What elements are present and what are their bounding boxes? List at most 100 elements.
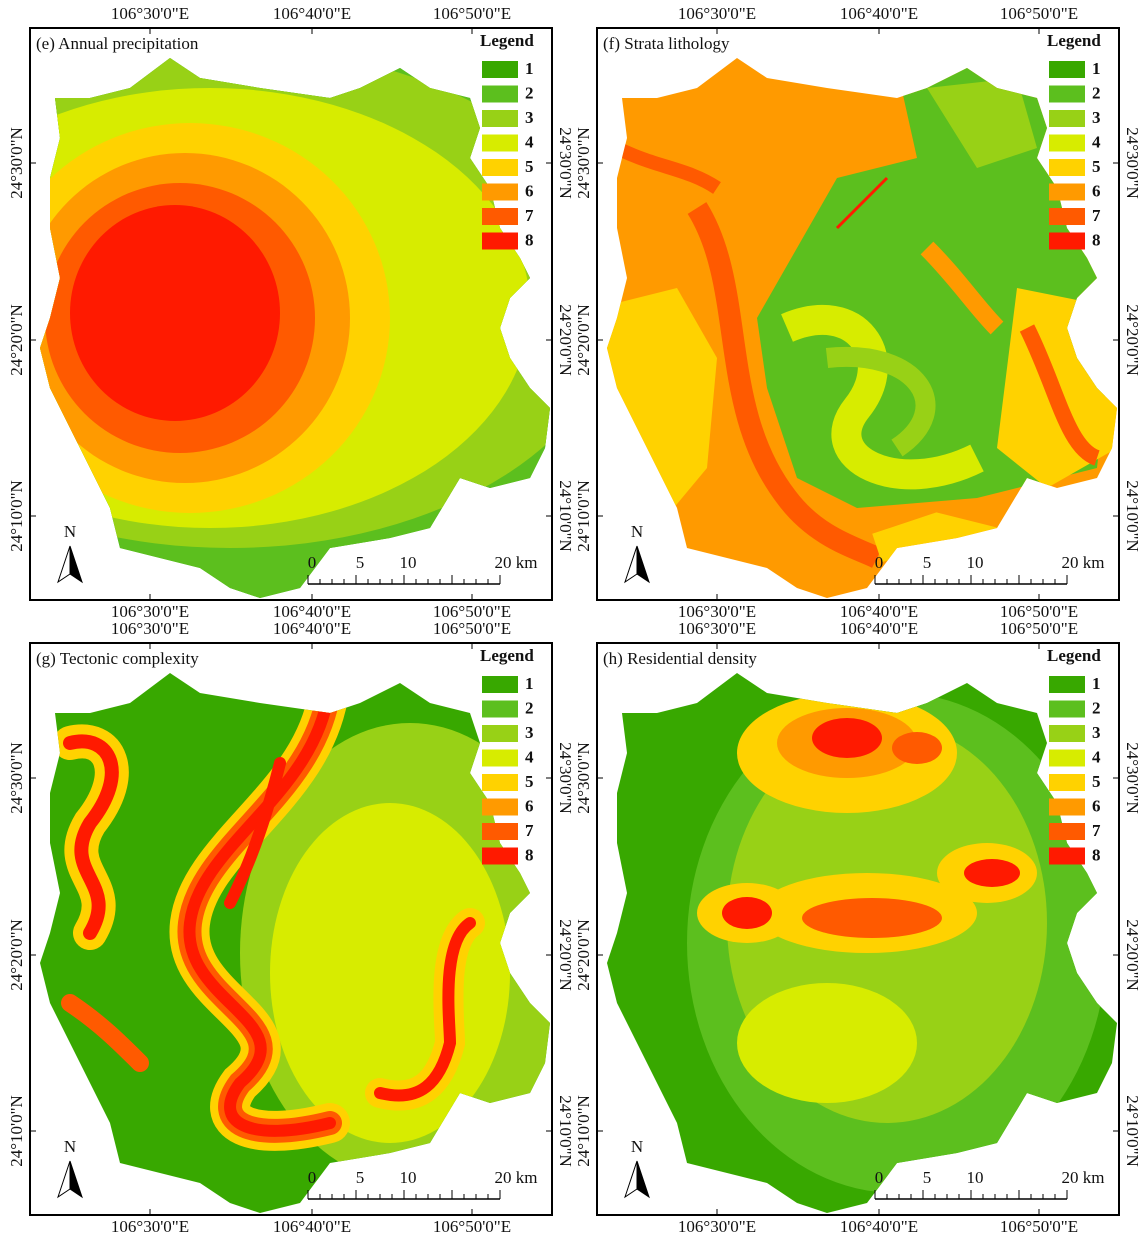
legend-label: 4 [525, 747, 534, 766]
latitude-label: 24°10'0"N [574, 480, 593, 552]
latitude-label: 24°20'0"N [574, 919, 593, 991]
north-arrow [70, 546, 82, 582]
longitude-label: 106°30'0"E [678, 4, 756, 23]
longitude-label: 106°40'0"E [273, 4, 351, 23]
legend-label: 5 [525, 772, 534, 791]
legend-swatch [1049, 159, 1085, 176]
legend-swatch [1049, 110, 1085, 127]
legend-title: Legend [1047, 646, 1101, 665]
latitude-label: 24°20'0"N [556, 304, 575, 376]
legend-label: 5 [1092, 157, 1101, 176]
legend-swatch [482, 823, 518, 840]
legend-label: 7 [525, 821, 534, 840]
legend-label: 4 [525, 132, 534, 151]
legend-label: 6 [1092, 181, 1101, 200]
north-arrow [637, 546, 649, 582]
longitude-label: 106°40'0"E [273, 619, 351, 638]
legend-swatch [1049, 799, 1085, 816]
north-label: N [631, 522, 643, 541]
legend-label: 8 [525, 845, 534, 864]
longitude-label: 106°30'0"E [678, 619, 756, 638]
legend-label: 1 [1092, 674, 1101, 693]
legend-swatch [482, 725, 518, 742]
legend-label: 4 [1092, 132, 1101, 151]
latitude-label: 24°10'0"N [574, 1095, 593, 1167]
legend-label: 1 [525, 674, 534, 693]
north-arrow [625, 1161, 637, 1197]
scale-label: 5 [923, 553, 932, 572]
scale-label: 10 [967, 553, 984, 572]
legend-label: 8 [1092, 230, 1101, 249]
legend-swatch [482, 750, 518, 767]
figure: (e) Annual precipitationLegend1234567810… [0, 0, 1146, 1241]
legend-title: Legend [480, 31, 534, 50]
legend-swatch [482, 110, 518, 127]
legend-swatch [1049, 701, 1085, 718]
legend-swatch [482, 159, 518, 176]
legend-label: 2 [1092, 698, 1101, 717]
legend-swatch [1049, 86, 1085, 103]
legend-swatch [482, 701, 518, 718]
panel-title: (h) Residential density [603, 649, 757, 668]
scale-label: 5 [923, 1168, 932, 1187]
scale-label: 5 [356, 553, 365, 572]
legend-label: 7 [1092, 206, 1101, 225]
panel-title: (g) Tectonic complexity [36, 649, 199, 668]
legend-label: 8 [1092, 845, 1101, 864]
legend-label: 6 [525, 181, 534, 200]
legend-swatch [482, 233, 518, 250]
latitude-label: 24°10'0"N [7, 480, 26, 552]
latitude-label: 24°30'0"N [556, 127, 575, 199]
legend-label: 2 [1092, 83, 1101, 102]
legend-swatch [1049, 61, 1085, 78]
legend-swatch [1049, 135, 1085, 152]
map-h [597, 643, 1119, 1215]
legend-label: 1 [1092, 59, 1101, 78]
longitude-label: 106°40'0"E [840, 619, 918, 638]
legend-label: 5 [1092, 772, 1101, 791]
north-arrow [58, 1161, 70, 1197]
legend-swatch [482, 61, 518, 78]
legend-swatch [482, 774, 518, 791]
map-f [597, 28, 1119, 600]
legend-swatch [1049, 774, 1085, 791]
longitude-label: 106°40'0"E [840, 4, 918, 23]
longitude-label: 106°50'0"E [1000, 1217, 1078, 1236]
scale-label: 10 [400, 553, 417, 572]
scale-label: 0 [308, 1168, 317, 1187]
legend-title: Legend [1047, 31, 1101, 50]
latitude-label: 24°20'0"N [1123, 304, 1142, 376]
map-e [0, 8, 640, 628]
legend-label: 8 [525, 230, 534, 249]
legend-swatch [1049, 676, 1085, 693]
latitude-label: 24°20'0"N [574, 304, 593, 376]
latitude-label: 24°10'0"N [556, 480, 575, 552]
legend-swatch [482, 676, 518, 693]
latitude-label: 24°10'0"N [1123, 1095, 1142, 1167]
legend-swatch [1049, 208, 1085, 225]
legend-label: 7 [1092, 821, 1101, 840]
panel-title: (f) Strata lithology [603, 34, 730, 53]
latitude-label: 24°10'0"N [1123, 480, 1142, 552]
legend-label: 6 [1092, 796, 1101, 815]
scale-label: 0 [875, 1168, 884, 1187]
latitude-label: 24°20'0"N [7, 304, 26, 376]
longitude-label: 106°50'0"E [1000, 4, 1078, 23]
north-label: N [64, 522, 76, 541]
latitude-label: 24°10'0"N [7, 1095, 26, 1167]
north-arrow [637, 1161, 649, 1197]
legend-label: 7 [525, 206, 534, 225]
latitude-label: 24°20'0"N [556, 919, 575, 991]
legend-swatch [482, 799, 518, 816]
latitude-label: 24°30'0"N [556, 742, 575, 814]
legend-label: 6 [525, 796, 534, 815]
longitude-label: 106°50'0"E [433, 4, 511, 23]
longitude-label: 106°30'0"E [111, 1217, 189, 1236]
longitude-label: 106°40'0"E [273, 1217, 351, 1236]
north-arrow [625, 546, 637, 582]
legend-swatch [482, 184, 518, 201]
scale-label: 20 km [1062, 553, 1105, 572]
latitude-label: 24°20'0"N [1123, 919, 1142, 991]
latitude-label: 24°30'0"N [1123, 742, 1142, 814]
longitude-label: 106°30'0"E [111, 4, 189, 23]
